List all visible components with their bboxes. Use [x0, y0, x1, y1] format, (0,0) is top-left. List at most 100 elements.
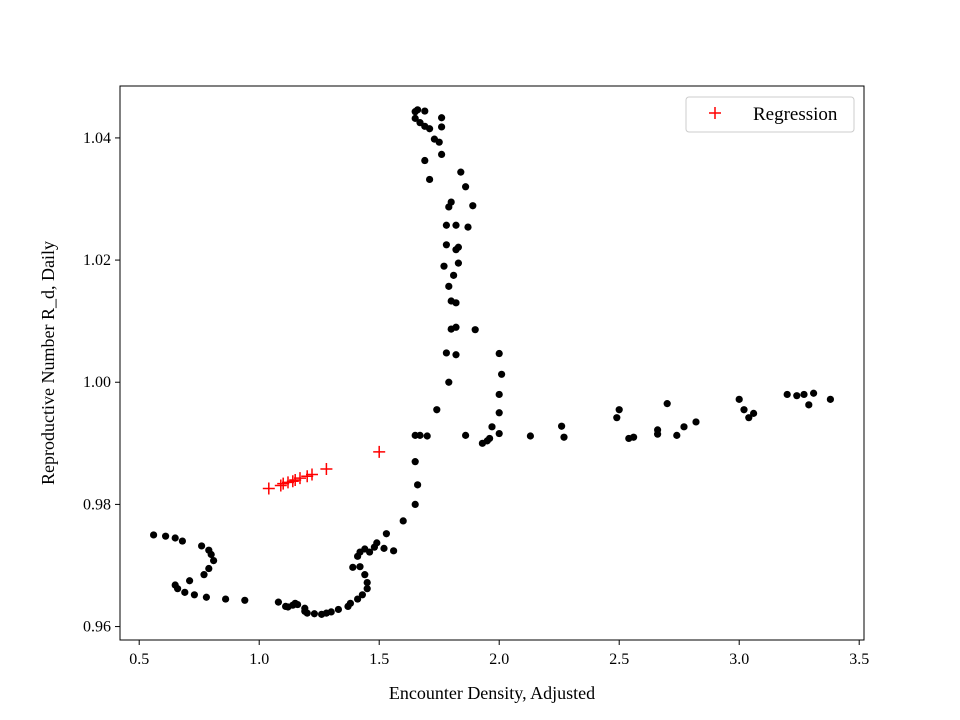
data-point: [447, 325, 455, 333]
data-point: [735, 395, 743, 403]
data-point: [783, 390, 791, 399]
series-observed: [150, 106, 835, 618]
data-point: [426, 175, 434, 184]
data-point: [469, 202, 477, 210]
y-axis-label: Reproductive Number R_d, Daily: [38, 241, 58, 485]
regression-point: [373, 445, 386, 458]
data-point: [800, 390, 808, 399]
data-point: [373, 539, 381, 547]
data-point: [750, 409, 758, 417]
legend-plus-icon: [709, 107, 721, 119]
data-point: [171, 534, 179, 542]
legend-marker-regression: [709, 107, 721, 119]
y-tick-label: 0.98: [83, 496, 111, 513]
data-point: [303, 609, 311, 617]
data-point: [457, 168, 465, 176]
data-point: [411, 458, 419, 466]
data-point: [327, 608, 335, 616]
data-point: [495, 429, 503, 438]
data-point: [462, 183, 470, 191]
data-point: [363, 578, 371, 587]
data-point: [745, 414, 753, 422]
data-point: [438, 123, 446, 131]
data-point: [366, 548, 374, 556]
data-point: [442, 221, 450, 229]
data-point: [411, 108, 419, 116]
data-point: [241, 596, 249, 604]
data-point: [452, 351, 460, 359]
data-point: [310, 610, 318, 618]
data-point: [222, 595, 230, 603]
data-point: [810, 389, 818, 397]
data-point: [462, 431, 470, 439]
data-point: [399, 517, 407, 525]
data-point: [356, 563, 364, 571]
data-point: [445, 378, 453, 386]
data-point: [486, 434, 494, 443]
data-point: [692, 418, 700, 426]
data-point: [334, 605, 342, 614]
data-point: [207, 550, 215, 559]
y-axis: 0.96 0.98 1.00 1.02 1.04: [83, 130, 120, 636]
data-point: [174, 585, 182, 593]
data-point: [615, 406, 623, 414]
x-tick-label: 3.5: [849, 651, 869, 668]
data-point: [558, 422, 566, 430]
data-point: [663, 400, 671, 408]
data-point: [560, 433, 568, 441]
data-point: [411, 500, 419, 509]
regression-point: [320, 462, 333, 475]
data-point: [421, 107, 429, 115]
y-tick-label: 1.00: [83, 374, 111, 391]
data-point: [380, 544, 388, 552]
data-point: [349, 563, 357, 571]
regression-point: [306, 468, 318, 481]
plot-area: [150, 106, 835, 618]
data-point: [210, 556, 218, 565]
data-point: [793, 392, 801, 400]
data-point: [438, 150, 446, 159]
data-point: [454, 243, 462, 251]
data-point: [426, 125, 434, 133]
data-point: [181, 588, 189, 596]
data-point: [442, 349, 450, 357]
x-tick-label: 1.0: [249, 651, 269, 668]
data-point: [488, 423, 496, 431]
data-point: [416, 431, 424, 439]
x-axis: 0.5 1.0 1.5 2.0 2.5 3.0 3.5: [129, 640, 869, 668]
data-point: [630, 433, 638, 441]
series-regression: [262, 445, 386, 495]
data-point: [162, 532, 170, 540]
y-tick-label: 1.04: [83, 130, 111, 147]
data-point: [450, 271, 458, 279]
legend-box: [685, 96, 855, 133]
y-tick-label: 1.02: [83, 252, 111, 269]
data-point: [150, 531, 158, 539]
data-point: [495, 349, 503, 358]
data-point: [411, 114, 419, 122]
data-point: [826, 395, 835, 403]
data-point: [440, 262, 448, 270]
x-axis-label: Encounter Density, Adjusted: [389, 683, 595, 703]
x-tick-label: 2.0: [489, 651, 509, 668]
x-tick-label: 2.5: [609, 651, 629, 668]
data-point: [190, 591, 198, 599]
regression-point: [274, 479, 287, 492]
regression-point: [277, 477, 290, 490]
data-point: [430, 135, 438, 143]
regression-point: [294, 472, 306, 485]
data-point: [452, 299, 460, 307]
data-point: [421, 156, 429, 165]
data-point: [294, 600, 302, 609]
data-point: [495, 409, 503, 417]
regression-point: [289, 473, 302, 486]
regression-point: [262, 482, 275, 495]
regression-point: [286, 475, 299, 488]
data-point: [346, 599, 354, 607]
data-point: [471, 326, 479, 334]
data-point: [198, 542, 206, 550]
data-point: [654, 426, 662, 434]
data-point: [464, 223, 472, 231]
data-point: [442, 241, 450, 249]
